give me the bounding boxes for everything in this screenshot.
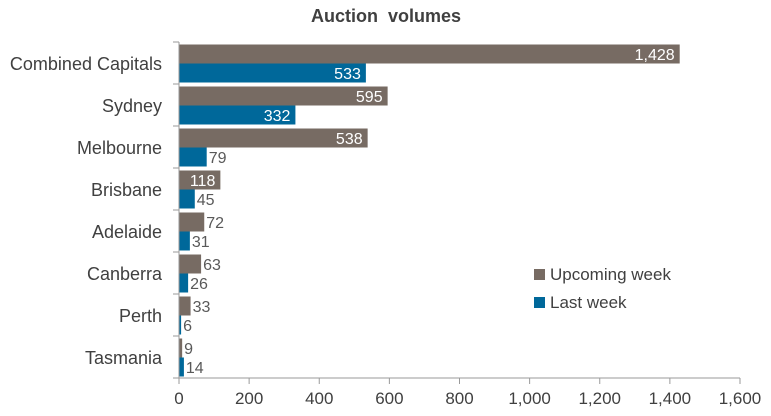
bar-last-week (179, 147, 207, 167)
data-label: 595 (356, 89, 383, 106)
data-label: 72 (206, 215, 224, 232)
data-label: 45 (197, 192, 215, 209)
x-tick-label: 600 (375, 389, 403, 408)
category-label: Canberra (87, 264, 163, 284)
category-label: Tasmania (85, 348, 163, 368)
data-label: 332 (264, 108, 291, 125)
data-label: 26 (190, 276, 208, 293)
bars-layer (179, 44, 680, 377)
chart-title: Auction volumes (311, 6, 461, 26)
legend: Upcoming week Last week (534, 265, 671, 312)
data-label: 63 (203, 257, 221, 274)
data-label: 33 (193, 299, 211, 316)
x-tick-label: 200 (235, 389, 263, 408)
category-label: Adelaide (92, 222, 162, 242)
bar-last-week (179, 357, 184, 377)
bar-upcoming-week (179, 86, 388, 106)
bar-upcoming-week (179, 44, 680, 64)
legend-label: Last week (550, 293, 627, 312)
x-tick-label: 0 (174, 389, 183, 408)
x-tick-label: 1,400 (649, 389, 692, 408)
x-tick-label: 800 (445, 389, 473, 408)
data-label: 533 (334, 66, 361, 83)
bar-last-week (179, 273, 189, 293)
bar-upcoming-week (179, 338, 183, 358)
category-label: Perth (119, 306, 162, 326)
x-tick-label: 1,200 (578, 389, 621, 408)
bar-upcoming-week (179, 128, 368, 148)
data-label: 14 (186, 360, 204, 377)
legend-swatch-upcoming-week (534, 269, 545, 280)
data-label: 79 (209, 150, 227, 167)
legend-swatch-last-week (534, 297, 545, 308)
axis-layer: 0 200 400 600 800 1,000 1,200 1,400 1,600 (173, 41, 762, 408)
x-tick-label: 1,600 (719, 389, 762, 408)
bar-last-week (179, 231, 190, 251)
data-label: 1,428 (635, 47, 675, 64)
labels-layer: Combined Capitals 1,428 533 Sydney 595 332 Mel… (10, 47, 675, 377)
category-label: Melbourne (77, 138, 162, 158)
data-label: 9 (184, 341, 193, 358)
bar-last-week (179, 63, 366, 83)
category-label: Combined Capitals (10, 54, 162, 74)
x-tick-label: 1,000 (508, 389, 551, 408)
data-label: 6 (183, 318, 192, 335)
bar-last-week (179, 105, 296, 125)
data-label: 31 (192, 234, 210, 251)
category-label: Sydney (102, 96, 162, 116)
bar-upcoming-week (179, 170, 221, 190)
data-label: 538 (336, 131, 363, 148)
bar-upcoming-week (179, 296, 191, 316)
bar-upcoming-week (179, 212, 205, 232)
data-label: 118 (190, 173, 216, 190)
bar-upcoming-week (179, 254, 202, 274)
bar-last-week (179, 315, 182, 335)
bar-last-week (179, 189, 195, 209)
category-label: Brisbane (91, 180, 162, 200)
x-tick-label: 400 (305, 389, 333, 408)
legend-label: Upcoming week (550, 265, 671, 284)
